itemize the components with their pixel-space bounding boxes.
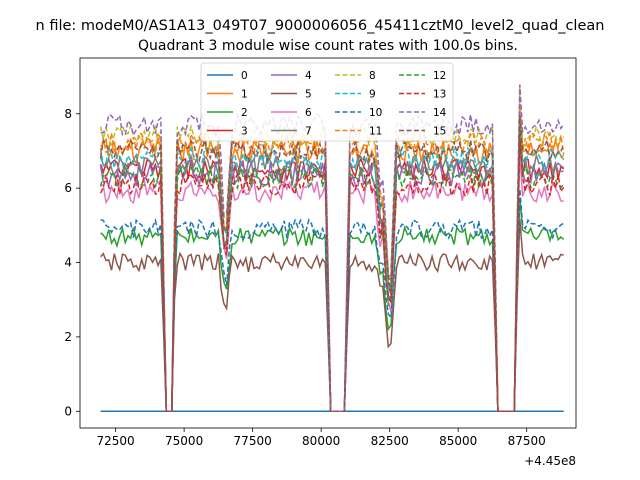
y-tick-label: 8 (64, 107, 72, 121)
legend-label-7: 7 (305, 126, 312, 138)
series-line-12 (99, 125, 565, 413)
series-line-15 (99, 115, 565, 413)
y-tick-label: 4 (64, 256, 72, 270)
window-title: n file: modeM0/AS1A13_049T07_9000006056_… (36, 18, 605, 34)
series-layer (99, 84, 565, 413)
x-tick-label: 72500 (97, 434, 135, 448)
y-tick-label: 2 (64, 330, 72, 344)
plot-frame (79, 57, 577, 429)
legend-label-13: 13 (433, 89, 446, 101)
legend-label-8: 8 (369, 70, 376, 82)
series-line-14 (100, 84, 565, 413)
chart-title: Quadrant 3 module wise count rates with … (138, 38, 518, 54)
x-offset-label: +4.45e8 (524, 454, 576, 468)
legend-label-6: 6 (305, 107, 312, 119)
legend-frame (200, 62, 454, 142)
x-tick-label: 80000 (302, 434, 340, 448)
x-tick-label: 82500 (371, 434, 409, 448)
legend-label-10: 10 (369, 107, 382, 119)
x-tick-label: 75000 (165, 434, 203, 448)
x-tick-label: 77500 (234, 434, 272, 448)
legend-label-9: 9 (369, 89, 376, 101)
x-axis: 72500 75000 77500 80000 82500 85000 87500 (97, 428, 546, 448)
y-axis: 0 2 4 6 8 (64, 107, 80, 418)
legend-label-0: 0 (241, 70, 248, 82)
legend-label-4: 4 (305, 70, 312, 82)
legend-label-14: 14 (433, 107, 447, 119)
legend-label-1: 1 (241, 89, 248, 101)
series-line-8 (99, 85, 564, 413)
y-tick-label: 0 (64, 404, 72, 418)
x-tick-label: 87500 (508, 434, 546, 448)
y-tick-label: 6 (64, 181, 72, 195)
legend-label-2: 2 (241, 107, 248, 119)
legend-label-12: 12 (433, 70, 446, 82)
series-line-10 (100, 189, 565, 413)
legend-label-3: 3 (241, 126, 248, 138)
legend-label-15: 15 (433, 126, 446, 138)
legend-label-11: 11 (369, 126, 382, 138)
legend-label-5: 5 (305, 89, 312, 101)
x-tick-label: 85000 (439, 434, 477, 448)
